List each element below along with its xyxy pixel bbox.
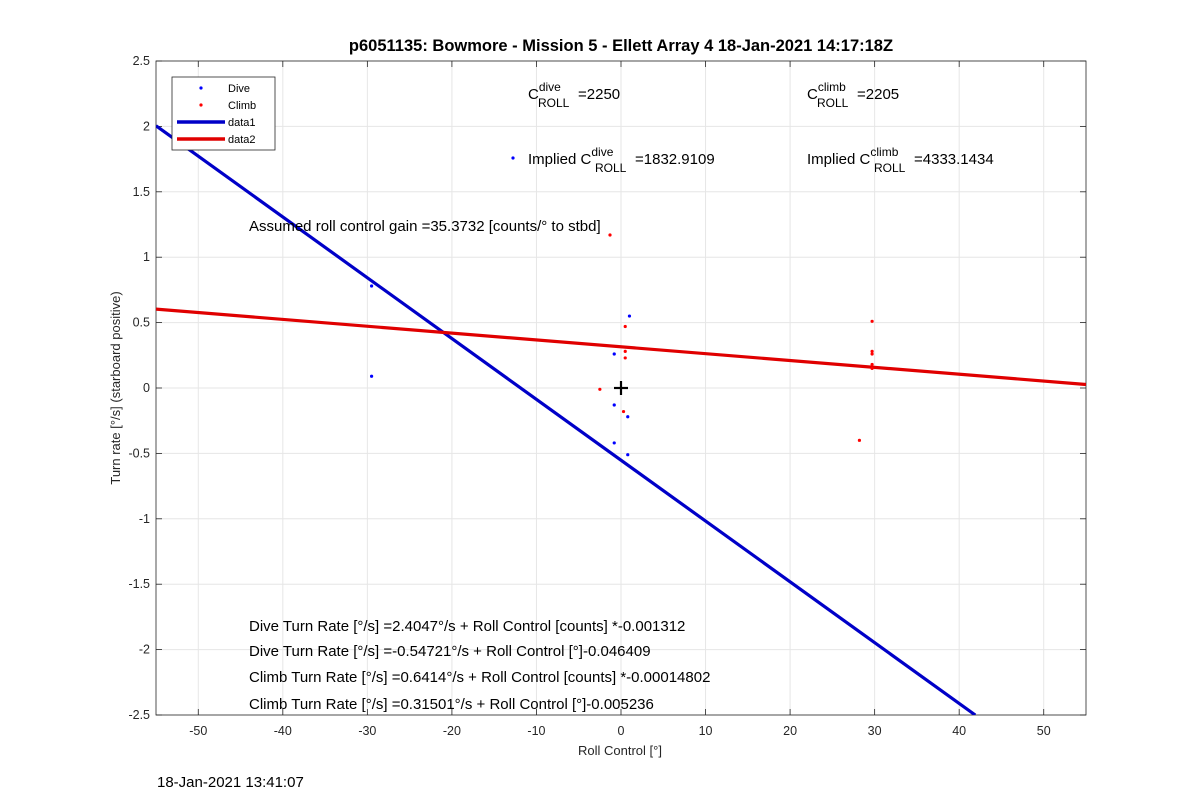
climb-point-3 (623, 356, 627, 360)
x-tick-label-5: 0 (618, 724, 625, 738)
legend-marker-dive (199, 86, 203, 90)
dive-point-7 (626, 453, 630, 457)
fit-line-data2 (156, 307, 1086, 387)
legend-label-data1: data1 (228, 117, 256, 129)
x-tick-label-1: -40 (274, 724, 292, 738)
dive-point-6 (612, 441, 616, 445)
x-axis-label: Roll Control [°] (578, 743, 662, 758)
climb-point-4 (598, 387, 602, 391)
dive-point-3 (612, 352, 616, 356)
y-tick-label-5: 0 (143, 381, 150, 395)
footer-timestamp: 18-Jan-2021 13:41:07 (157, 774, 304, 791)
annotation-c-roll-climb: Cclimb ROLL =2205 (807, 80, 899, 110)
climb-point-8 (870, 352, 874, 356)
y-tick-label-9: 2 (143, 119, 150, 133)
x-tick-label-2: -30 (358, 724, 376, 738)
legend-marker-climb (199, 103, 203, 107)
x-tick-label-9: 40 (952, 724, 966, 738)
y-tick-label-0: -2.5 (128, 708, 150, 722)
climb-point-9 (870, 362, 874, 367)
x-tick-label-8: 30 (868, 724, 882, 738)
dive-point-5 (626, 415, 630, 419)
climb-point-2 (623, 349, 627, 353)
dive-point-0 (369, 284, 374, 288)
axes: -50 -40 -30 -20 -10 0 10 20 30 40 50-2.5-2-1.5-1-0… (128, 54, 1087, 738)
legend: Dive Climb data1 data2 (171, 76, 276, 151)
climb-point-11 (857, 438, 862, 442)
climb-point-1 (623, 324, 627, 329)
legend-label-dive: Dive (228, 83, 250, 95)
x-tick-label-0: -50 (189, 724, 207, 738)
y-tick-label-4: -0.5 (128, 446, 150, 460)
y-tick-label-1: -2 (139, 643, 150, 657)
annotation-implied-dive: Implied Cdive ROLL =1832.9109 (528, 145, 715, 175)
y-axis-label: Turn rate [°/s] (starboard positive) (108, 291, 123, 484)
climb-point-6 (870, 319, 874, 323)
dive-point-4 (612, 403, 616, 407)
y-tick-label-2: -1.5 (128, 577, 150, 591)
series-layer (156, 124, 1086, 715)
x-tick-label-6: 10 (699, 724, 713, 738)
dive-point-1 (369, 374, 374, 378)
annotation-implied-climb: Implied Cclimb ROLL =4333.1434 (807, 145, 994, 175)
equation-dive-degrees: Dive Turn Rate [°/s] =-0.54721°/s + Roll… (249, 643, 651, 660)
annotation-roll-gain: Assumed roll control gain =35.3732 [coun… (249, 218, 601, 235)
chart-title: p6051135: Bowmore - Mission 5 - Ellett A… (349, 37, 893, 55)
climb-point-5 (621, 409, 626, 414)
equation-climb-degrees: Climb Turn Rate [°/s] =0.31501°/s + Roll… (249, 696, 654, 713)
dive-point-2 (627, 314, 632, 318)
climb-point-10 (870, 366, 874, 370)
legend-label-climb: Climb (228, 100, 256, 112)
y-tick-label-3: -1 (139, 512, 150, 526)
x-tick-label-10: 50 (1037, 724, 1051, 738)
equation-climb-counts: Climb Turn Rate [°/s] =0.6414°/s + Roll … (249, 669, 710, 686)
y-tick-label-8: 1.5 (133, 185, 150, 199)
legend-label-data2: data2 (228, 134, 256, 146)
climb-point-0 (608, 233, 612, 237)
climb-point-7 (870, 349, 874, 353)
x-tick-label-7: 20 (783, 724, 797, 738)
implied-dive-marker (511, 156, 515, 160)
y-tick-label-6: 0.5 (133, 316, 150, 330)
x-tick-label-4: -10 (527, 724, 545, 738)
y-tick-label-7: 1 (143, 250, 150, 264)
y-tick-label-10: 2.5 (133, 54, 150, 68)
fit-line-data1 (156, 124, 977, 715)
annotation-c-roll-dive: Cdive ROLL =2250 (528, 80, 620, 110)
x-tick-label-3: -20 (443, 724, 461, 738)
equation-dive-counts: Dive Turn Rate [°/s] =2.4047°/s + Roll C… (249, 618, 685, 635)
